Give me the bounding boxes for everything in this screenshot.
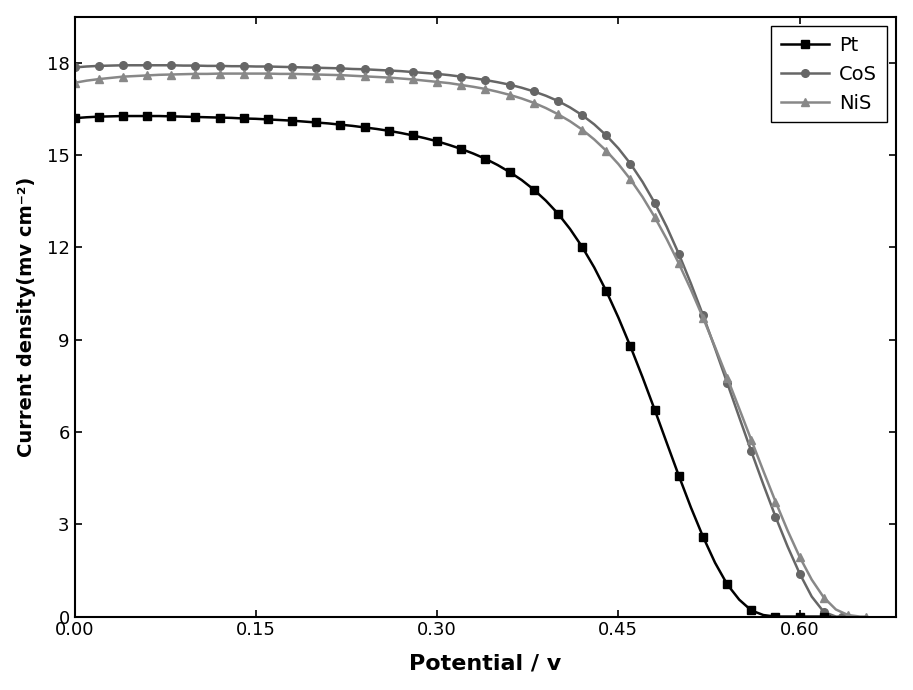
NiS	[444, 79, 455, 87]
CoS	[407, 68, 418, 76]
Pt	[395, 129, 406, 137]
Pt	[456, 145, 467, 153]
Pt	[504, 168, 515, 176]
CoS	[262, 62, 273, 70]
CoS	[746, 447, 757, 455]
CoS	[480, 76, 491, 84]
NiS	[130, 72, 141, 80]
NiS	[69, 79, 80, 87]
Line: NiS: NiS	[70, 70, 870, 620]
Pt	[178, 112, 189, 121]
CoS	[69, 63, 80, 72]
Pt	[118, 112, 129, 120]
NiS	[855, 613, 866, 621]
Line: Pt: Pt	[70, 112, 834, 620]
Pt	[770, 613, 781, 621]
NiS	[861, 613, 872, 621]
Pt	[69, 114, 80, 122]
NiS	[407, 75, 418, 83]
CoS	[806, 593, 817, 601]
X-axis label: Potential / v: Potential / v	[409, 653, 561, 673]
NiS	[166, 70, 177, 79]
Y-axis label: Current density(mv cm⁻²): Current density(mv cm⁻²)	[16, 177, 36, 457]
CoS	[836, 613, 847, 621]
CoS	[831, 613, 842, 621]
NiS	[806, 575, 817, 584]
CoS	[310, 63, 321, 72]
NiS	[214, 70, 225, 78]
Legend: Pt, CoS, NiS: Pt, CoS, NiS	[771, 26, 887, 122]
Line: CoS: CoS	[70, 61, 845, 620]
NiS	[686, 286, 697, 294]
Pt	[824, 613, 835, 621]
Pt	[577, 243, 588, 251]
CoS	[118, 61, 129, 70]
Pt	[564, 225, 575, 233]
